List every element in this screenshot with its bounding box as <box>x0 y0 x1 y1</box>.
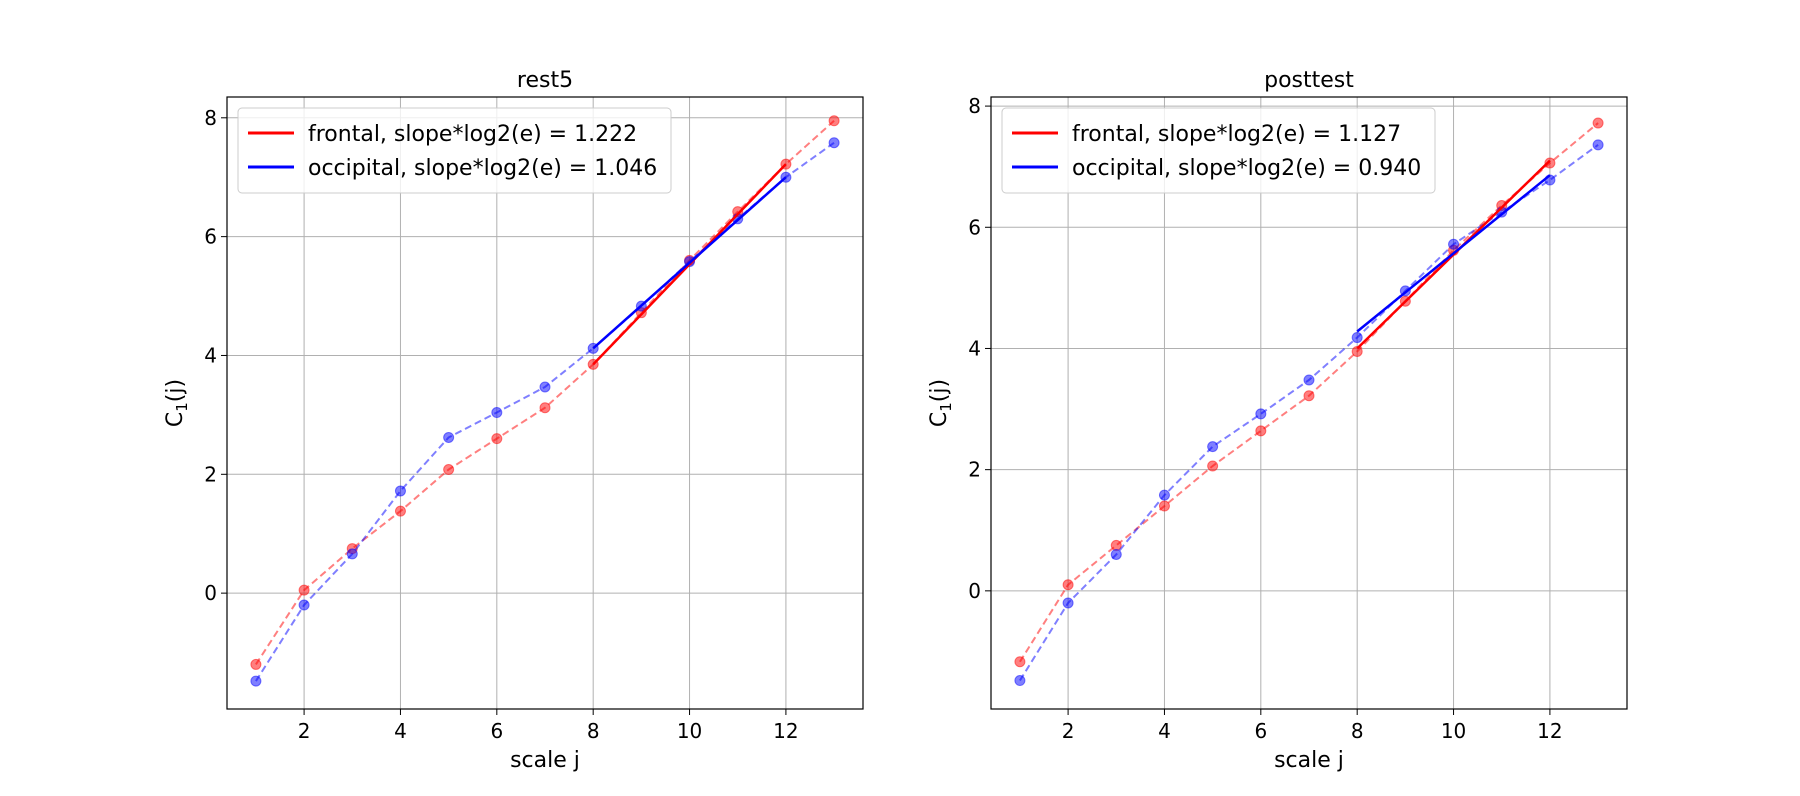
plot-area <box>1014 117 1604 687</box>
legend-entry-label: frontal, slope*log2(e) = 1.222 <box>308 122 637 147</box>
data-point <box>1255 408 1267 420</box>
x-tick-label: 10 <box>677 719 702 743</box>
chart-title: rest5 <box>517 68 573 93</box>
data-point <box>1014 656 1026 668</box>
y-tick-label: 0 <box>968 579 981 603</box>
axes-frame <box>990 96 1628 710</box>
data-point <box>539 402 551 414</box>
x-tick-label: 8 <box>587 719 600 743</box>
data-point <box>443 464 455 476</box>
legend-box <box>237 107 672 194</box>
fit-line-1 <box>1356 174 1551 333</box>
y-axis-label-sub: 1 <box>937 402 955 412</box>
data-point <box>828 137 840 149</box>
data-point <box>250 675 262 687</box>
data-point <box>1110 548 1122 560</box>
y-tick-label: 6 <box>968 215 981 239</box>
y-axis-label-suffix: (j) <box>163 379 188 402</box>
data-point <box>1062 597 1074 609</box>
chart-panel-1: 2 4 6 8 10 12 0 2 4 6 8 posttest scale j C1(j) frontal… <box>927 68 1628 773</box>
data-point <box>1544 157 1556 169</box>
data-point <box>1158 500 1170 512</box>
legend: frontal, slope*log2(e) = 1.222 occipital,… <box>237 107 672 194</box>
data-point <box>1207 460 1219 472</box>
y-axis-label-main: C <box>927 412 952 427</box>
data-point <box>443 431 455 443</box>
data-point <box>1592 139 1604 151</box>
x-tick-label: 10 <box>1441 719 1466 743</box>
y-tick-label: 8 <box>204 106 217 130</box>
data-point <box>1448 238 1460 250</box>
legend-box <box>1001 107 1436 194</box>
data-point <box>1592 117 1604 129</box>
y-axis-label: C1(j) <box>927 379 955 427</box>
data-point <box>1158 489 1170 501</box>
y-tick-label: 2 <box>968 458 981 482</box>
plot-area <box>250 115 840 687</box>
x-tick-label: 2 <box>298 719 311 743</box>
y-axis-label: C1(j) <box>163 379 191 427</box>
y-tick-label: 6 <box>204 225 217 249</box>
data-point <box>1303 390 1315 402</box>
legend-entry-label: occipital, slope*log2(e) = 1.046 <box>308 156 657 181</box>
chart-title: posttest <box>1264 68 1354 93</box>
legend: frontal, slope*log2(e) = 1.127 occipital,… <box>1001 107 1436 194</box>
data-point <box>539 381 551 393</box>
x-tick-label: 8 <box>1351 719 1364 743</box>
y-tick-label: 0 <box>204 581 217 605</box>
data-point <box>250 658 262 670</box>
y-axis-label-main: C <box>163 412 188 427</box>
data-point <box>1351 332 1363 344</box>
data-point <box>491 407 503 419</box>
data-point <box>1303 374 1315 386</box>
data-point <box>394 485 406 497</box>
data-point <box>298 599 310 611</box>
x-axis-label: scale j <box>1274 748 1344 773</box>
data-point <box>298 584 310 596</box>
data-point <box>1014 675 1026 687</box>
x-tick-label: 12 <box>773 719 798 743</box>
chart-panel-0: 2 4 6 8 10 12 0 2 4 6 8 rest5 scale j C1(j) frontal, s… <box>163 68 864 773</box>
x-axis-label: scale j <box>510 748 580 773</box>
y-tick-label: 2 <box>204 462 217 486</box>
axes-frame <box>226 96 864 710</box>
x-tick-label: 4 <box>394 719 407 743</box>
data-point <box>394 505 406 517</box>
data-point <box>1207 441 1219 453</box>
legend-entry-label: frontal, slope*log2(e) = 1.127 <box>1072 122 1401 147</box>
y-axis-label-sub: 1 <box>173 402 191 412</box>
y-tick-label: 4 <box>204 343 217 367</box>
fit-line-1 <box>592 176 787 350</box>
y-tick-label: 8 <box>968 94 981 118</box>
x-tick-label: 6 <box>490 719 503 743</box>
x-tick-label: 4 <box>1158 719 1171 743</box>
data-point <box>828 115 840 127</box>
x-tick-label: 2 <box>1062 719 1075 743</box>
data-point <box>1351 345 1363 357</box>
legend-entry-label: occipital, slope*log2(e) = 0.940 <box>1072 156 1421 181</box>
x-tick-label: 6 <box>1254 719 1267 743</box>
y-tick-label: 4 <box>968 336 981 360</box>
data-point <box>491 433 503 445</box>
data-point <box>346 548 358 560</box>
data-point <box>1062 579 1074 591</box>
x-tick-label: 12 <box>1537 719 1562 743</box>
y-axis-label-suffix: (j) <box>927 379 952 402</box>
data-point <box>1255 425 1267 437</box>
